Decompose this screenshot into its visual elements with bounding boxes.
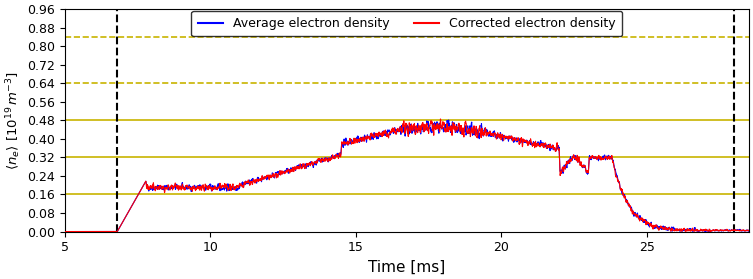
Legend: Average electron density, Corrected electron density: Average electron density, Corrected elec… [191, 11, 622, 37]
X-axis label: Time [ms]: Time [ms] [368, 260, 446, 275]
Y-axis label: $\langle n_e \rangle$ [$10^{19}\,m^{-3}$]: $\langle n_e \rangle$ [$10^{19}\,m^{-3}$… [5, 71, 23, 170]
